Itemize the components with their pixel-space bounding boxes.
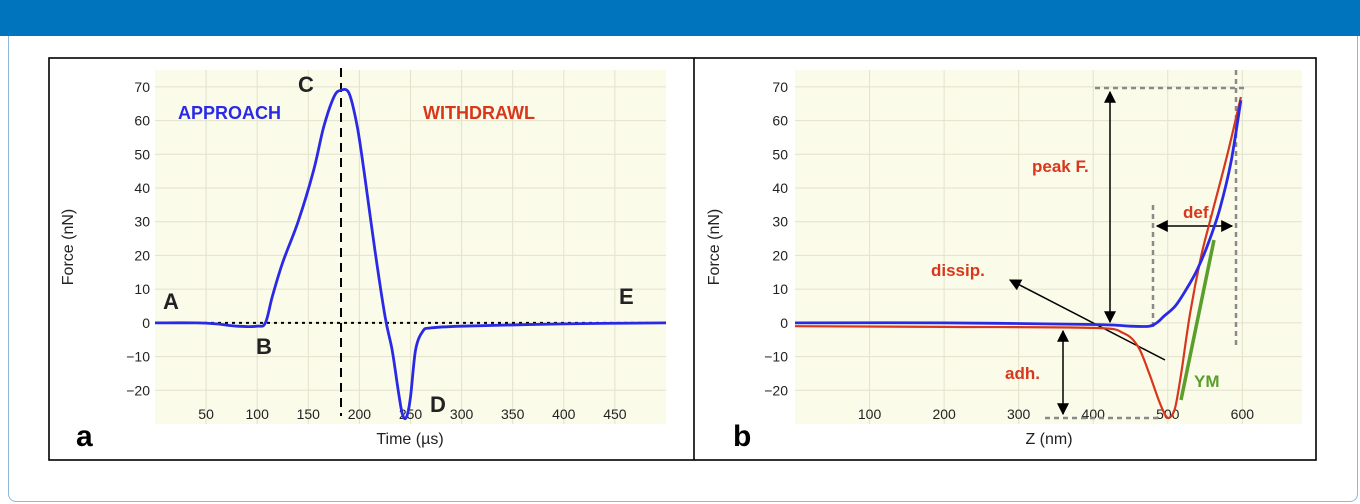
point-label-e: E [619, 284, 634, 309]
point-label-b: B [256, 334, 272, 359]
x-tick-label: 600 [1231, 406, 1255, 422]
y-tick-label: −10 [764, 349, 788, 365]
label-withdrawl: WITHDRAWL [423, 103, 535, 123]
x-tick-label: 300 [450, 406, 474, 422]
y-tick-label: 30 [772, 214, 788, 230]
y-tick-label: 0 [780, 315, 788, 331]
y-tick-label: 10 [772, 281, 788, 297]
x-tick-label: 500 [1156, 406, 1180, 422]
x-tick-label: 200 [932, 406, 956, 422]
x-tick-label: 400 [552, 406, 576, 422]
label-ym: YM [1194, 372, 1220, 391]
x-tick-label: 50 [198, 406, 214, 422]
x-tick-label: 400 [1082, 406, 1106, 422]
y-tick-label: 60 [772, 113, 788, 129]
y-tick-label: 40 [134, 180, 150, 196]
x-tick-label: 300 [1007, 406, 1031, 422]
series-a [154, 87, 667, 421]
y-tick-label: 60 [134, 113, 150, 129]
point-label-a: A [163, 289, 179, 314]
point-label-d: D [430, 392, 446, 417]
x-tick-label: 100 [246, 406, 270, 422]
label-deformation: def. [1183, 203, 1213, 222]
x-tick-label: 200 [348, 406, 372, 422]
grid-b [795, 70, 1302, 424]
y-tick-label: −10 [126, 349, 150, 365]
y-tick-label: 50 [134, 146, 150, 162]
panel-letter-a: a [76, 420, 93, 453]
y-tick-label: 70 [134, 79, 150, 95]
panel-b: 100 200 300 400 500 600−20−10010203040506070 … [706, 70, 1302, 453]
tick-labels-a: 50 100 150 200 250 300 350 400 450−20−1001020304… [126, 79, 627, 422]
x-axis-label-a: Time (µs) [376, 431, 443, 448]
panel-letter-b: b [733, 420, 751, 453]
y-tick-label: 50 [772, 146, 788, 162]
label-adhesion: adh. [1005, 364, 1040, 383]
tick-labels-b: 100 200 300 400 500 600 −20 −10 0 10 20 30 40 50 60 70 [764, 79, 1254, 422]
x-tick-label: 350 [501, 406, 525, 422]
y-axis-label-a: Force (nN) [60, 209, 77, 285]
series-line-approach [794, 100, 1243, 328]
y-tick-label: 0 [142, 315, 150, 331]
y-tick-label: 70 [772, 79, 788, 95]
y-tick-label: 30 [134, 214, 150, 230]
x-tick-label: 150 [297, 406, 321, 422]
series-line-approach [154, 87, 667, 421]
y-tick-label: −20 [764, 382, 788, 398]
y-tick-label: 10 [134, 281, 150, 297]
series-line-withdraw [794, 96, 1242, 420]
figure-border [48, 57, 1317, 461]
y-tick-label: 40 [772, 180, 788, 196]
label-peak-force: peak F. [1032, 157, 1089, 176]
y-tick-label: 20 [134, 247, 150, 263]
reference-lines-a [155, 68, 666, 416]
x-tick-label: 450 [603, 406, 627, 422]
panel-a: 50 100 150 200 250 300 350 400 450−20−1001020304… [60, 68, 667, 453]
x-axis-label-b: Z (nm) [1025, 431, 1072, 448]
y-tick-label: −20 [126, 382, 150, 398]
series-b [794, 96, 1243, 420]
y-axis-label-b: Force (nN) [706, 209, 723, 285]
point-label-c: C [298, 72, 314, 97]
label-dissipation: dissip. [931, 261, 985, 280]
y-tick-label: 20 [772, 247, 788, 263]
ym-fit-line [1179, 239, 1216, 401]
label-approach: APPROACH [178, 103, 281, 123]
plot-area-b [795, 70, 1302, 424]
x-tick-label: 100 [858, 406, 882, 422]
header-bar [0, 0, 1360, 36]
